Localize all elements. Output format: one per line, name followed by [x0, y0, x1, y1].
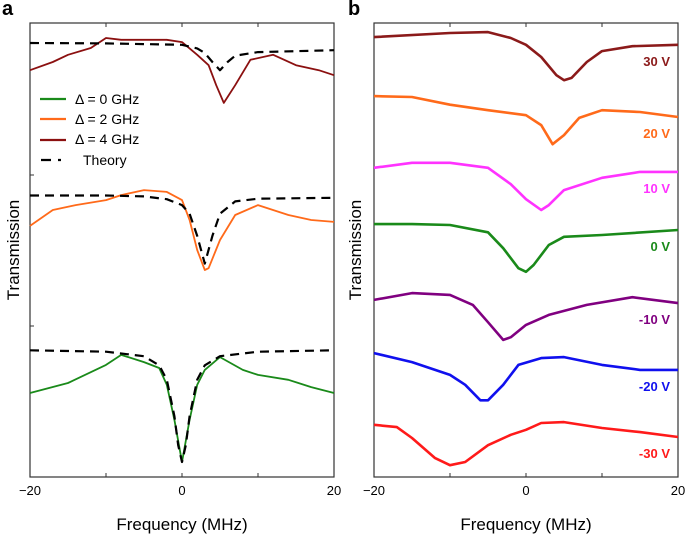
panel-b-y-axis-title: Transmission [346, 200, 365, 300]
panel-b-curves [373, 30, 679, 467]
theory-curve [29, 349, 335, 464]
voltage-label: -20 V [639, 379, 670, 394]
series-curve--10-v [373, 291, 679, 342]
panel-a-letter: a [2, 0, 14, 20]
series-curve--2-ghz [29, 189, 335, 271]
x-tick-label: −20 [363, 483, 385, 498]
panel-a-x-axis-title: Frequency (MHz) [116, 515, 247, 534]
voltage-label: -10 V [639, 312, 670, 327]
x-tick-label: 0 [522, 483, 529, 498]
x-tick-label: 20 [327, 483, 341, 498]
series-curve-0-v [374, 222, 679, 274]
panel-b-x-axis-title: Frequency (MHz) [460, 515, 591, 534]
panel-a-curves [29, 37, 335, 464]
voltage-label: -30 V [639, 446, 670, 461]
series-curve-30-v [373, 30, 679, 82]
series-curve--30-v [373, 420, 679, 467]
voltage-label: 0 V [650, 239, 670, 254]
x-tick-label: 0 [178, 483, 185, 498]
voltage-label: 10 V [643, 181, 670, 196]
series-curve--0-ghz [29, 354, 335, 463]
legend-label-2ghz: Δ = 2 GHz [75, 111, 139, 127]
series-curve-20-v [373, 94, 679, 146]
voltage-label: 30 V [643, 54, 670, 69]
theory-curve [29, 41, 335, 72]
panel-a-ticks: −20 0 20 [19, 22, 341, 498]
theory-curve [30, 194, 335, 265]
series-curve--4-ghz [29, 37, 335, 104]
legend-label-theory: Theory [83, 152, 127, 168]
panel-a-y-axis-title: Transmission [4, 200, 23, 300]
panel-b-letter: b [348, 0, 360, 20]
legend-label-0ghz: Δ = 0 GHz [75, 91, 139, 107]
panel-b-voltage-labels: 30 V 20 V 10 V 0 V -10 V -20 V -30 V [639, 54, 670, 461]
series-curve--20-v [373, 351, 678, 402]
panel-a: a Transmission Frequency (MHz) −20 0 20 Δ … [2, 0, 341, 534]
panel-b-plot-frame [373, 22, 679, 478]
panel-b: b Transmission Frequency (MHz) −20 0 20 30… [346, 0, 685, 534]
voltage-label: 20 V [643, 126, 670, 141]
x-tick-label: 20 [671, 483, 685, 498]
x-tick-label: −20 [19, 483, 41, 498]
series-curve-10-v [373, 161, 678, 212]
panel-b-ticks: −20 0 20 [363, 22, 685, 498]
legend: Δ = 0 GHz Δ = 2 GHz Δ = 4 GHz Theory [40, 91, 139, 168]
legend-label-4ghz: Δ = 4 GHz [75, 131, 139, 147]
